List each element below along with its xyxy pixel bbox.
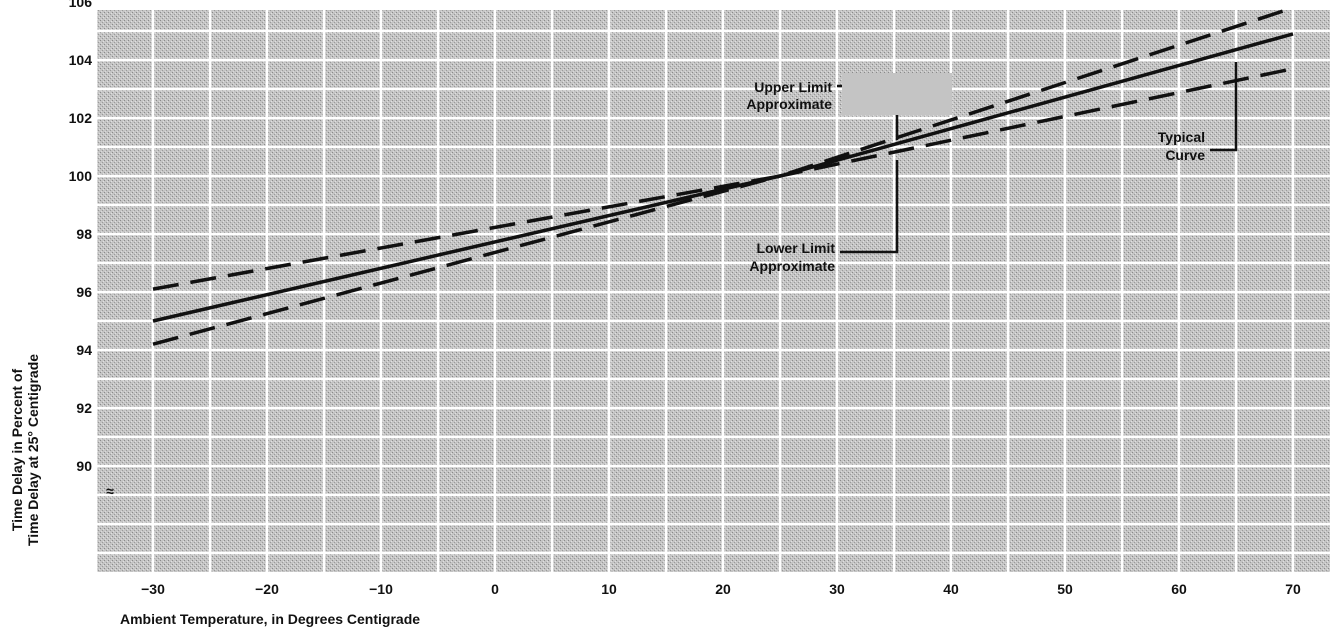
x-tick-label: 60 (1171, 581, 1187, 597)
x-tick-label: −30 (141, 581, 165, 597)
series-line-3 (152, 66, 1294, 346)
y-tick-label: 94 (76, 342, 92, 358)
y-tick-label: 98 (76, 226, 92, 242)
x-tick-label: 50 (1057, 581, 1073, 597)
grid (94, 10, 1330, 572)
annotation-lower-line-1: Lower Limit (756, 240, 835, 256)
y-tick-label: 96 (76, 284, 92, 300)
y-tick-labels: 90 92 94 96 98 100 102 104 106 (69, 0, 93, 474)
x-tick-label: −10 (369, 581, 393, 597)
annotation-lower-line-2: Approximate (749, 258, 835, 274)
annotation-typical-line-2: Curve (1165, 147, 1205, 163)
series-group (152, 6, 1294, 346)
y-tick-label: 90 (76, 458, 92, 474)
y-axis-title-line-1: Time Delay in Percent of (9, 368, 25, 531)
axis-break-symbol: ≈ (106, 483, 114, 499)
x-tick-label: 10 (601, 581, 617, 597)
x-tick-label: 70 (1285, 581, 1301, 597)
x-tick-label: 0 (491, 581, 499, 597)
series-line-1 (152, 6, 1294, 291)
annotation-upper-line-1: Upper Limit (754, 79, 832, 95)
x-tick-label: −20 (255, 581, 279, 597)
x-tick-label: 30 (829, 581, 845, 597)
y-tick-label: 100 (69, 168, 93, 184)
leader-typical-curve (1210, 62, 1238, 152)
x-axis-title: Ambient Temperature, in Degrees Centigra… (120, 611, 420, 627)
y-tick-label: 92 (76, 400, 92, 416)
leader-lower-limit (840, 160, 899, 254)
x-tick-label: 40 (943, 581, 959, 597)
annotation-upper-line-2: Approximate (746, 96, 832, 112)
x-tick-label: 20 (715, 581, 731, 597)
y-tick-label: 104 (69, 52, 93, 68)
x-tick-labels: −30 −20 −10 0 10 20 30 40 50 60 70 (141, 581, 1301, 597)
y-tick-label: 106 (69, 0, 93, 10)
annotation-typical-line-1: Typical (1158, 129, 1205, 145)
annotation-upper-bg (842, 73, 952, 115)
y-axis-title-line-2: Time Delay at 25° Centigrade (25, 354, 41, 546)
y-tick-label: 102 (69, 110, 93, 126)
